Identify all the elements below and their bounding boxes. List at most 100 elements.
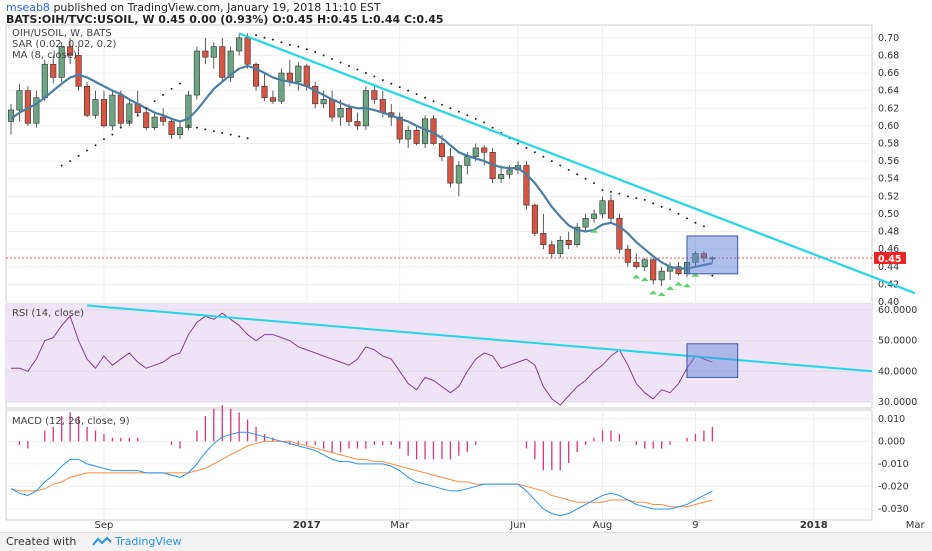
candle-up bbox=[16, 90, 23, 111]
candle-down bbox=[675, 266, 682, 275]
candle-up bbox=[405, 129, 412, 140]
macd-signal-line bbox=[10, 440, 713, 508]
x-tick-label: Mar bbox=[390, 520, 410, 531]
candle-up bbox=[590, 213, 598, 219]
price-axis-tick: 0.64 bbox=[878, 86, 899, 97]
sar-reversal-marker bbox=[666, 285, 675, 290]
sar-dot bbox=[162, 94, 165, 97]
sar-dot bbox=[339, 61, 342, 64]
tradingview-brand-link[interactable]: TradingView bbox=[115, 535, 182, 548]
price-pane bbox=[5, 24, 873, 303]
sar-dot bbox=[60, 164, 63, 167]
candle-up bbox=[7, 109, 15, 122]
candle-down bbox=[329, 99, 336, 118]
candle-down bbox=[219, 46, 226, 78]
macd-pane-label: MACD (12, 26, close, 9) bbox=[12, 416, 130, 427]
candle-down bbox=[100, 99, 107, 127]
sar-reversal-marker bbox=[691, 272, 700, 277]
candle-up bbox=[455, 165, 462, 184]
candle-up bbox=[151, 116, 158, 128]
macd-pane bbox=[5, 409, 873, 521]
x-tick-label: 2018 bbox=[800, 520, 828, 531]
sar-dot bbox=[694, 221, 697, 224]
sar-dot bbox=[373, 75, 376, 78]
price-pane-label: OIH/USOIL, W, BATS bbox=[12, 28, 112, 39]
candle-down bbox=[244, 37, 251, 65]
sar-dot bbox=[643, 198, 646, 201]
sar-dot bbox=[559, 164, 562, 167]
sar-dot bbox=[466, 114, 469, 117]
candle-up bbox=[92, 99, 99, 116]
candle-down bbox=[396, 116, 403, 140]
price-axis-tick: 0.68 bbox=[878, 50, 899, 61]
candle-up bbox=[582, 218, 589, 228]
sar-dot bbox=[593, 182, 596, 185]
sar-dot bbox=[440, 103, 443, 106]
sar-dot bbox=[77, 154, 80, 157]
candle-down bbox=[565, 240, 572, 246]
sar-dot bbox=[474, 117, 477, 120]
rsi-axis-tick: 50.0000 bbox=[878, 336, 917, 347]
sar-dot bbox=[609, 190, 612, 193]
price-trendline bbox=[238, 32, 916, 295]
macd-axis-tick: -0.020 bbox=[878, 481, 909, 492]
candle-down bbox=[371, 90, 378, 100]
candle-down bbox=[202, 50, 209, 58]
x-tick-label: Jun bbox=[509, 520, 526, 531]
sar-dot bbox=[550, 160, 553, 163]
sar-dot bbox=[525, 146, 528, 149]
sar-dot bbox=[348, 64, 350, 67]
candle-up bbox=[320, 99, 327, 105]
x-tick-label: Aug bbox=[593, 520, 613, 531]
sar-dot bbox=[457, 110, 460, 113]
sar-reversal-marker bbox=[640, 277, 649, 282]
x-tick-label: 9 bbox=[692, 520, 698, 531]
sar-dot bbox=[288, 43, 291, 46]
candle-down bbox=[650, 259, 657, 281]
candle-up bbox=[599, 200, 606, 215]
price-axis-tick: 0.70 bbox=[878, 33, 899, 44]
sar-reversal-marker bbox=[657, 292, 666, 297]
sar-dot bbox=[255, 34, 258, 37]
price-axis-tick: 0.66 bbox=[878, 68, 899, 79]
candle-down bbox=[624, 248, 631, 263]
price-axis-tick: 0.62 bbox=[878, 103, 899, 114]
candle-up bbox=[193, 50, 200, 96]
sar-dot bbox=[145, 107, 148, 110]
candle-down bbox=[261, 85, 268, 98]
publish-info: mseab8 published on TradingView.com, Jan… bbox=[6, 1, 381, 14]
rsi-pane-label: RSI (14, close) bbox=[12, 308, 85, 319]
candle-down bbox=[354, 121, 361, 127]
sar-dot bbox=[314, 50, 317, 53]
last-price-badge bbox=[874, 251, 906, 264]
price-axis-tick: 0.44 bbox=[878, 262, 899, 273]
sar-dot bbox=[601, 189, 604, 192]
sar-dot bbox=[322, 54, 325, 57]
candle-down bbox=[75, 55, 82, 87]
last-price-label: 0.45 bbox=[878, 254, 901, 265]
sar-dot bbox=[635, 197, 638, 200]
author-link[interactable]: mseab8 bbox=[6, 1, 50, 14]
candle-down bbox=[548, 244, 555, 254]
ma-label: MA (8, close) bbox=[12, 50, 77, 61]
sar-dot bbox=[517, 142, 519, 145]
candle-down bbox=[540, 233, 547, 246]
candle-up bbox=[176, 127, 184, 135]
sar-dot bbox=[381, 79, 384, 82]
price-axis-tick: 0.52 bbox=[878, 191, 899, 202]
candle-up bbox=[557, 240, 564, 254]
sar-reversal-marker bbox=[674, 281, 683, 286]
tradingview-logo-icon[interactable] bbox=[92, 536, 112, 548]
candle-down bbox=[438, 143, 446, 157]
candle-down bbox=[481, 147, 488, 153]
candle-down bbox=[312, 85, 319, 105]
rsi-trendline bbox=[86, 304, 873, 373]
sar-dot bbox=[390, 82, 393, 85]
candle-down bbox=[607, 200, 615, 219]
candle-down bbox=[50, 63, 57, 78]
sar-dot bbox=[356, 68, 359, 71]
rsi-line bbox=[11, 312, 713, 406]
sar-dot bbox=[576, 173, 579, 176]
sar-dot bbox=[483, 121, 486, 124]
macd-axis-tick: 0.010 bbox=[878, 414, 905, 425]
